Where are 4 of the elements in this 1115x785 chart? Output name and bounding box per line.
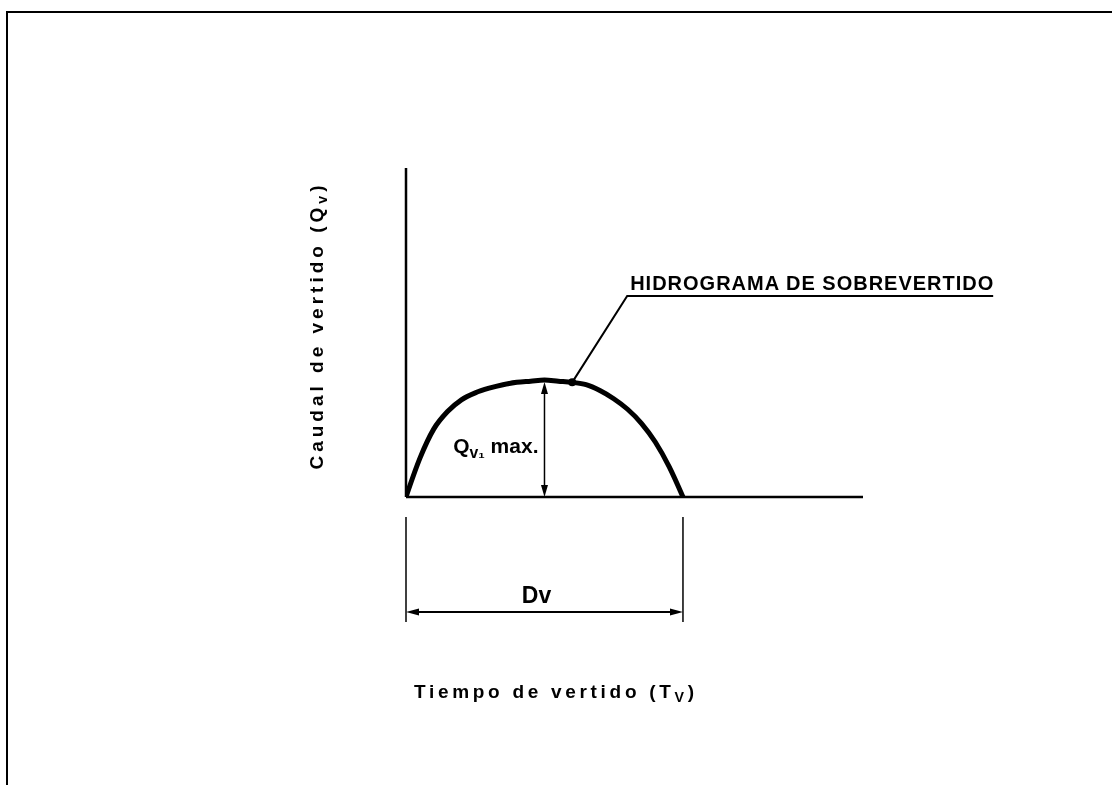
text: HIDROGRAMA DE SOBREVERTIDO [630,272,995,294]
text: Tiempo de vertido (T$_{V}$) [414,681,698,706]
text: Dv [521,582,552,608]
annotation: Q$_{v₁}$ max. [453,433,539,461]
